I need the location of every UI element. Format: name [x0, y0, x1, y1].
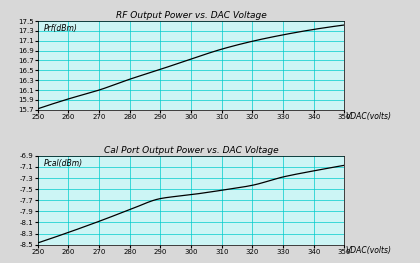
Title: Cal Port Output Power vs. DAC Voltage: Cal Port Output Power vs. DAC Voltage: [104, 146, 278, 155]
Title: RF Output Power vs. DAC Voltage: RF Output Power vs. DAC Voltage: [116, 11, 266, 20]
Text: Prf(dBm): Prf(dBm): [44, 24, 78, 33]
Text: Pcal(dBm): Pcal(dBm): [44, 159, 83, 168]
Text: VDAC(volts): VDAC(volts): [345, 112, 391, 120]
Text: VDAC(volts): VDAC(volts): [345, 246, 391, 255]
